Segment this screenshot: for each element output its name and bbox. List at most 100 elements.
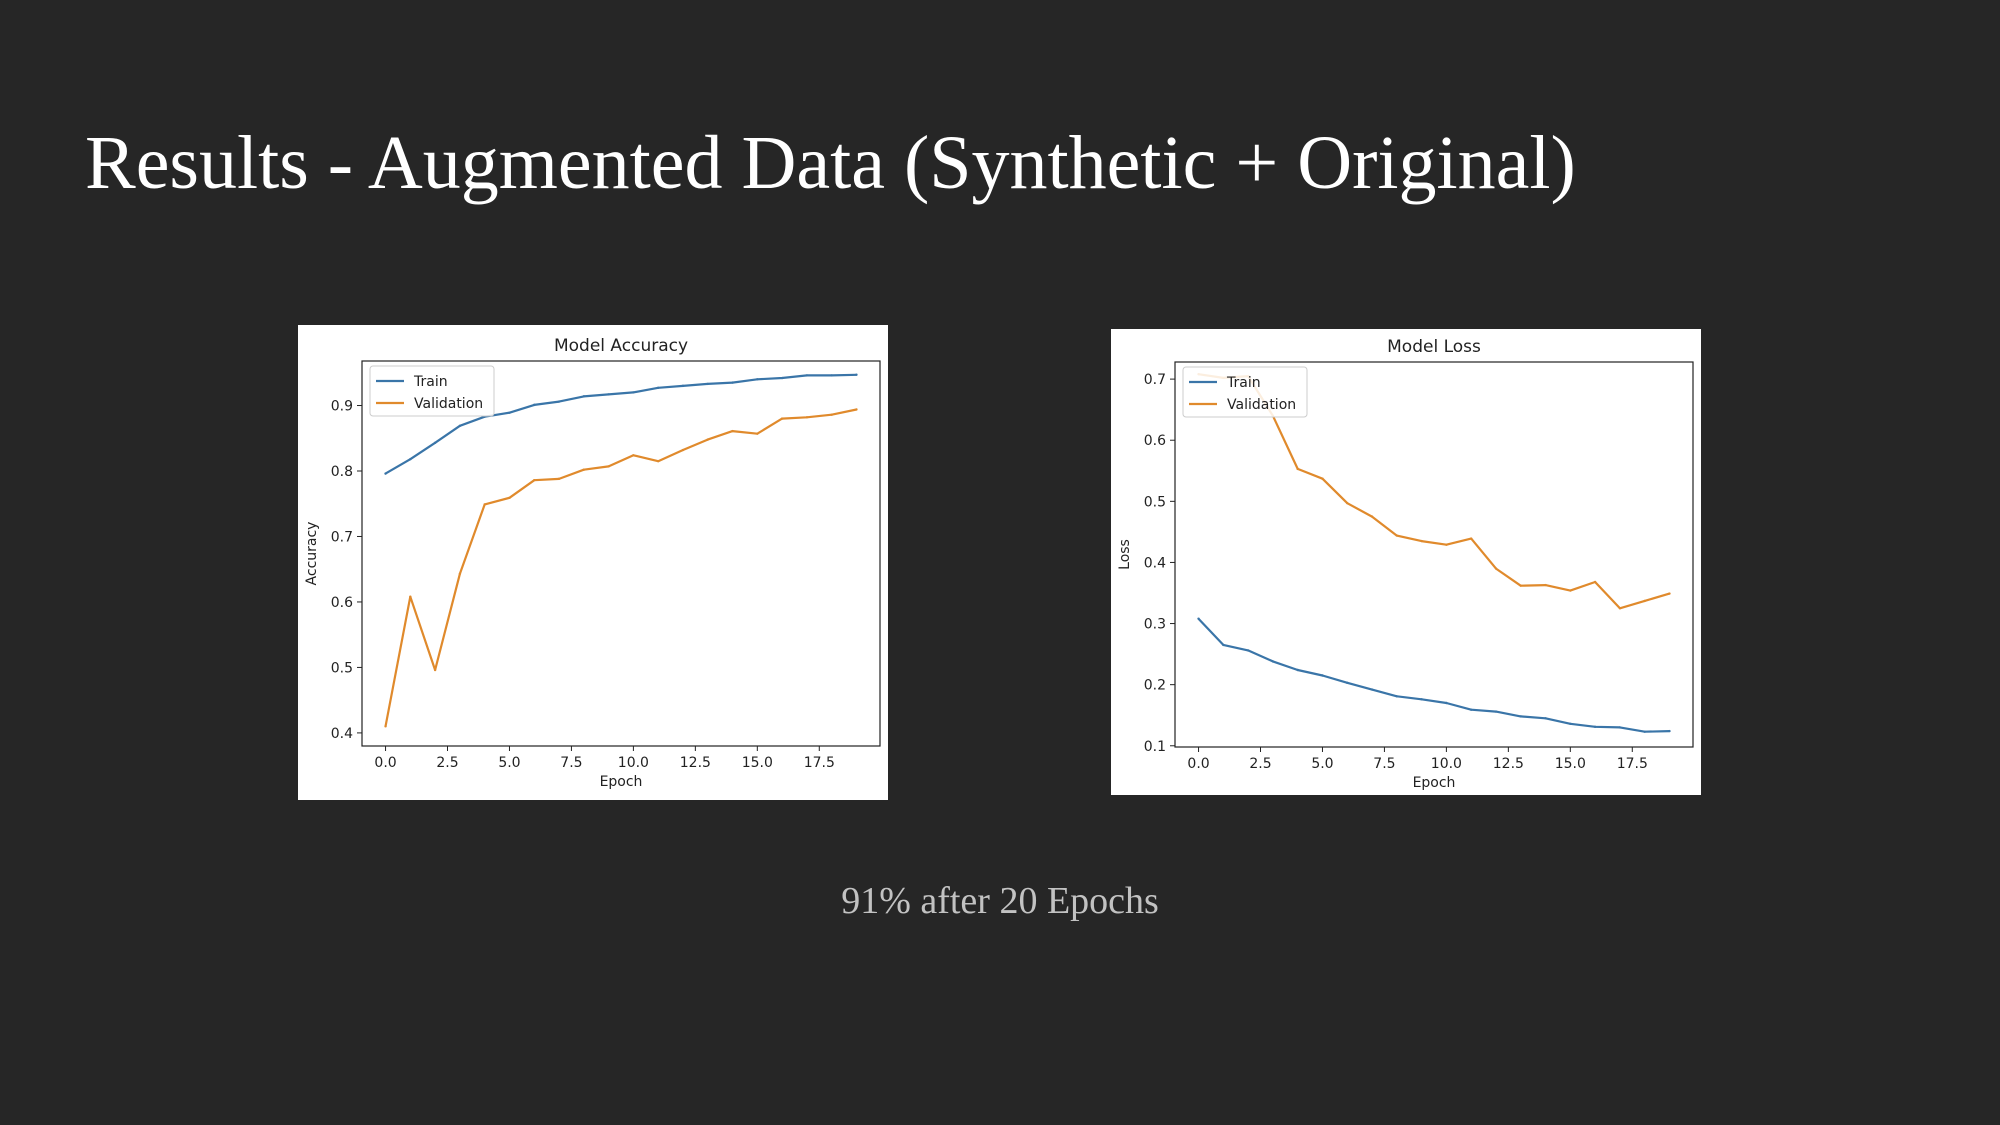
train-data-point (656, 386, 660, 390)
train-data-point (1643, 730, 1646, 733)
validation-data-point (508, 496, 511, 500)
x-tick-label: 12.5 (680, 755, 711, 771)
validation-data-point (1494, 567, 1498, 570)
train-data-point (1346, 681, 1349, 685)
y-axis-label: Loss (1117, 539, 1133, 570)
train-data-point (1494, 710, 1498, 713)
train-data-point (508, 411, 511, 414)
y-tick-label: 0.6 (1144, 433, 1166, 449)
y-tick-label: 0.3 (1144, 617, 1166, 633)
validation-data-point (805, 416, 809, 419)
validation-data-point (1420, 539, 1423, 543)
slide-caption: 91% after 20 Epochs (841, 880, 1159, 922)
validation-data-point (483, 503, 486, 506)
train-data-point (1593, 725, 1597, 729)
y-tick-label: 0.9 (331, 399, 353, 415)
train-data-point (706, 382, 709, 386)
validation-data-point (582, 468, 586, 471)
validation-data-point (458, 572, 462, 575)
validation-data-point (1321, 477, 1324, 480)
train-data-point (805, 374, 809, 377)
validation-data-point (1618, 607, 1622, 610)
validation-data-point (1370, 515, 1374, 518)
train-data-point (1197, 617, 1200, 620)
x-tick-label: 2.5 (1249, 756, 1271, 772)
legend-label: Validation (1227, 397, 1296, 413)
validation-data-point (1469, 537, 1473, 540)
train-data-point (458, 424, 462, 428)
x-tick-label: 2.5 (436, 755, 458, 771)
validation-series-line (384, 408, 857, 727)
train-data-point (1569, 722, 1572, 725)
validation-data-point (1593, 580, 1597, 584)
x-tick-label: 17.5 (804, 755, 835, 771)
y-tick-label: 0.7 (1144, 372, 1166, 388)
validation-data-point (409, 595, 412, 598)
accuracy-chart-title: Model Accuracy (554, 336, 688, 356)
x-tick-label: 12.5 (1493, 756, 1524, 772)
legend-label: Train (413, 374, 448, 390)
y-tick-label: 0.1 (1144, 739, 1166, 755)
validation-data-point (533, 478, 536, 482)
validation-data-point (1569, 589, 1572, 592)
train-data-point (433, 441, 437, 445)
accuracy-legend: Train Validation (369, 365, 495, 417)
train-data-point (409, 458, 412, 461)
x-tick-label: 17.5 (1617, 756, 1648, 772)
x-tick-label: 0.0 (1187, 756, 1209, 772)
slide-title: Results - Augmented Data (Synthetic + Or… (85, 121, 1576, 205)
x-tick-label: 7.5 (560, 755, 582, 771)
train-data-point (1370, 688, 1374, 691)
train-data-point (731, 381, 734, 384)
y-tick-label: 0.4 (1144, 555, 1166, 571)
x-tick-label: 10.0 (1431, 756, 1462, 772)
train-data-point (1321, 674, 1324, 677)
train-data-point (533, 403, 536, 407)
train-data-point (1296, 668, 1299, 672)
y-tick-label: 0.2 (1144, 678, 1166, 694)
x-axis-label: Epoch (1413, 775, 1456, 791)
validation-data-point (706, 438, 709, 441)
y-tick-label: 0.5 (1144, 494, 1166, 510)
train-data-point (681, 384, 685, 388)
validation-data-point (756, 432, 759, 435)
x-tick-label: 7.5 (1373, 756, 1395, 772)
validation-data-point (433, 668, 437, 672)
validation-data-point (1395, 534, 1399, 537)
train-data-point (1445, 701, 1448, 705)
train-data-point (607, 393, 610, 396)
accuracy-chart-panel: Model Accuracy 0.0 2.5 5.0 7.5 10.0 12.5 15.0 17… (298, 325, 888, 800)
train-data-point (756, 378, 759, 381)
loss-legend: Train Validation (1182, 366, 1308, 418)
train-series-line (1197, 617, 1670, 733)
y-tick-label: 0.8 (331, 464, 353, 480)
loss-chart: Model Loss 0.0 2.5 5.0 7.5 10.0 12.5 15.0 17.5 0.… (1117, 337, 1694, 791)
validation-series-line (1198, 373, 1670, 610)
plot-frame (1174, 361, 1694, 748)
train-data-point (1544, 717, 1547, 720)
train-data-point (1246, 649, 1250, 652)
train-data-point (1222, 643, 1225, 647)
validation-data-point (656, 459, 660, 463)
validation-data-point (384, 725, 387, 728)
y-tick-label: 0.7 (331, 529, 353, 545)
validation-data-point (557, 477, 561, 481)
validation-data-point (1445, 543, 1448, 546)
train-data-point (1519, 715, 1522, 718)
train-data-point (582, 395, 586, 398)
train-data-point (1395, 695, 1399, 698)
validation-data-point (1643, 599, 1646, 603)
plot-frame (361, 360, 881, 747)
train-data-point (1420, 698, 1423, 701)
x-tick-label: 0.0 (374, 755, 396, 771)
train-data-point (855, 373, 858, 376)
train-data-point (780, 376, 784, 380)
x-axis-label: Epoch (600, 774, 643, 790)
x-tick-label: 5.0 (498, 755, 520, 771)
loss-chart-title: Model Loss (1387, 337, 1481, 357)
validation-data-point (1519, 584, 1522, 587)
y-tick-label: 0.6 (331, 595, 353, 611)
train-data-point (830, 374, 833, 377)
validation-data-point (632, 454, 635, 457)
